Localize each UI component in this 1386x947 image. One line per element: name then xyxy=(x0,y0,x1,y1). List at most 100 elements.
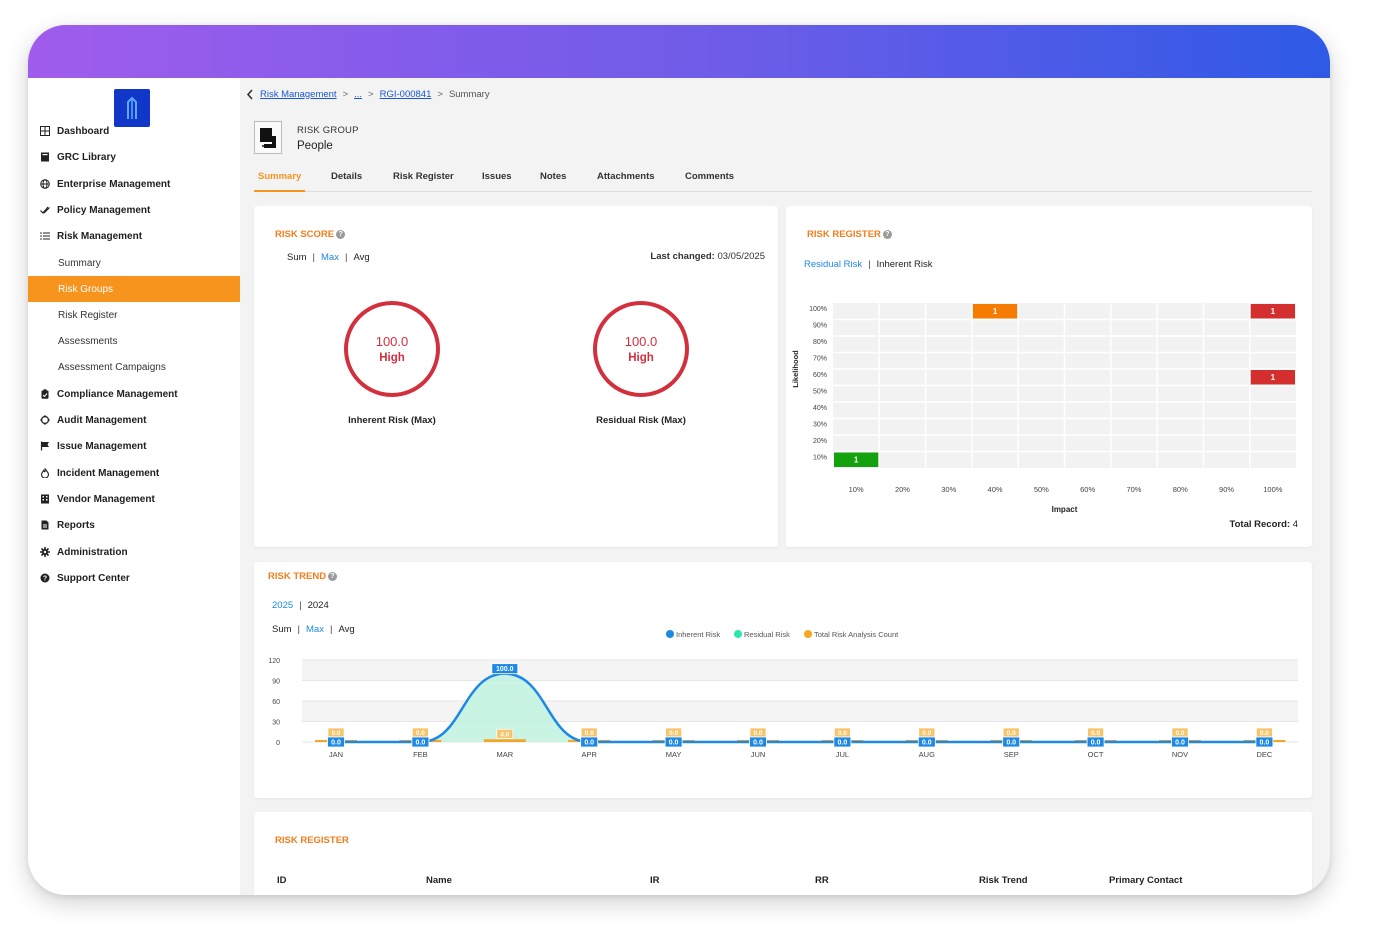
legend-label[interactable]: Inherent Risk xyxy=(676,630,720,639)
legend-label[interactable]: Residual Risk xyxy=(744,630,790,639)
agg-avg-option[interactable]: Avg xyxy=(353,252,370,263)
tab-risk-register[interactable]: Risk Register xyxy=(393,171,454,182)
x-tick-label: JUN xyxy=(751,750,766,759)
tab-summary[interactable]: Summary xyxy=(253,166,306,192)
help-icon: ? xyxy=(39,573,50,584)
tab-comments[interactable]: Comments xyxy=(685,171,735,182)
sidebar-item-assessments[interactable]: Assessments xyxy=(28,328,240,354)
sidebar-item-support-center[interactable]: ? Support Center xyxy=(28,565,240,591)
inherent-risk-option[interactable]: Inherent Risk xyxy=(876,259,933,270)
agg-max-option[interactable]: Max xyxy=(306,624,324,635)
last-changed-value: 03/05/2025 xyxy=(717,251,765,262)
risk-trend-title: RISK TREND ? xyxy=(268,571,338,582)
risk-group-icon xyxy=(254,121,282,154)
column-header-name[interactable]: Name xyxy=(426,875,452,886)
risk-trend-card: RISK TREND ? 2025 | 2024 Sum | Max | Avg… xyxy=(254,562,1312,798)
column-header-id[interactable]: ID xyxy=(277,875,287,886)
sidebar-item-assessment-campaigns[interactable]: Assessment Campaigns xyxy=(28,354,240,380)
tab-issues[interactable]: Issues xyxy=(482,171,512,182)
residual-risk-option[interactable]: Residual Risk xyxy=(804,259,863,270)
sidebar-item-label: Administration xyxy=(57,546,128,558)
app-logo[interactable] xyxy=(114,89,150,127)
sidebar-item-grc-library[interactable]: GRC Library xyxy=(28,144,240,170)
year-toggle: 2025 | 2024 xyxy=(272,600,329,611)
sidebar-item-enterprise-management[interactable]: Enterprise Management xyxy=(28,171,240,197)
inherent-data-label: 0.0 xyxy=(416,740,426,747)
heatmap-cell[interactable] xyxy=(1250,304,1295,319)
sidebar-item-label: Reports xyxy=(57,519,95,531)
last-changed-label: Last changed: xyxy=(650,251,715,262)
heatmap-cell[interactable] xyxy=(834,452,879,468)
residual-risk-gauge: 100.0 High xyxy=(593,301,689,397)
agg-avg-option[interactable]: Avg xyxy=(338,624,355,635)
legend-marker xyxy=(804,630,812,638)
sidebar-item-risk-register[interactable]: Risk Register xyxy=(28,302,240,328)
breadcrumb-ellipsis[interactable]: ... xyxy=(354,88,363,100)
sidebar-item-issue-management[interactable]: Issue Management xyxy=(28,433,240,459)
y-tick-label: 60% xyxy=(813,372,827,379)
count-data-label: 4.0 xyxy=(500,731,509,738)
breadcrumb: Risk Management > ... > RGI-000841 > Sum… xyxy=(240,86,490,102)
agg-sum-option[interactable]: Sum xyxy=(287,252,307,263)
count-data-label-bg xyxy=(496,728,514,739)
tab-notes[interactable]: Notes xyxy=(540,171,567,182)
column-header-risk-trend[interactable]: Risk Trend xyxy=(979,875,1028,886)
sidebar-item-summary[interactable]: Summary xyxy=(28,250,240,276)
year-2025-option[interactable]: 2025 xyxy=(272,600,294,611)
x-tick-label: 70% xyxy=(1126,485,1141,494)
sidebar-item-label: GRC Library xyxy=(57,151,116,163)
help-icon[interactable]: ? xyxy=(882,230,892,239)
column-header-rr[interactable]: RR xyxy=(815,875,829,886)
count-bar[interactable] xyxy=(483,739,526,742)
year-2024-option[interactable]: 2024 xyxy=(307,600,329,611)
app-window: Dashboard GRC Library Enterprise Managemen… xyxy=(28,25,1330,895)
tab-bar: Summary Details Risk Register Issues Not… xyxy=(253,166,1312,192)
column-header-primary-contact[interactable]: Primary Contact xyxy=(1109,875,1183,886)
y-tick-label: 90% xyxy=(813,323,827,330)
trend-aggregation-toggle: Sum | Max | Avg xyxy=(272,624,355,635)
document-icon xyxy=(39,520,50,531)
count-data-label: 0.0 xyxy=(416,730,425,737)
sidebar-item-risk-management[interactable]: Risk Management xyxy=(28,223,240,249)
agg-sum-option[interactable]: Sum xyxy=(272,624,292,635)
breadcrumb-record[interactable]: RGI-000841 xyxy=(379,88,432,100)
inherent-data-label: 0.0 xyxy=(922,740,932,747)
sidebar-item-reports[interactable]: Reports xyxy=(28,512,240,538)
sidebar-item-label: Risk Register xyxy=(58,309,118,321)
breadcrumb-risk-management[interactable]: Risk Management xyxy=(260,88,337,100)
inherent-data-label-bg xyxy=(327,736,345,748)
back-arrow-icon[interactable] xyxy=(240,88,260,100)
tab-details[interactable]: Details xyxy=(331,171,363,182)
sidebar-item-label: Audit Management xyxy=(57,414,147,426)
crosshair-icon xyxy=(39,415,50,426)
heatmap-cell[interactable] xyxy=(972,304,1018,319)
sidebar-item-risk-groups[interactable]: Risk Groups xyxy=(28,276,240,302)
column-header-ir[interactable]: IR xyxy=(650,875,660,886)
tab-attachments[interactable]: Attachments xyxy=(597,171,655,182)
legend-label[interactable]: Total Risk Analysis Count xyxy=(814,630,899,639)
help-icon[interactable]: ? xyxy=(336,230,346,239)
sidebar-item-vendor-management[interactable]: Vendor Management xyxy=(28,486,240,512)
sidebar-item-dashboard[interactable]: Dashboard xyxy=(28,118,240,144)
risk-register-table-title: RISK REGISTER xyxy=(275,835,349,846)
sidebar-item-policy-management[interactable]: Policy Management xyxy=(28,197,240,223)
sidebar-item-compliance-management[interactable]: Compliance Management xyxy=(28,381,240,407)
inherent-data-label-bg xyxy=(664,736,683,748)
sidebar-item-audit-management[interactable]: Audit Management xyxy=(28,407,240,433)
risk-score-title-text: RISK SCORE xyxy=(275,229,335,240)
sidebar-item-incident-management[interactable]: Incident Management xyxy=(28,460,240,486)
heatmap-cell[interactable] xyxy=(1250,370,1295,385)
risk-register-title-text: RISK REGISTER xyxy=(807,229,881,240)
building-icon xyxy=(39,494,50,505)
clipboard-icon xyxy=(39,389,50,400)
inherent-risk-gauge: 100.0 High xyxy=(344,301,440,397)
x-tick-label: DEC xyxy=(1256,750,1272,759)
breadcrumb-separator: > xyxy=(342,88,349,100)
gauge-level: High xyxy=(379,352,405,364)
agg-max-option[interactable]: Max xyxy=(321,252,339,263)
help-icon[interactable]: ? xyxy=(328,572,338,581)
x-tick-label: OCT xyxy=(1088,750,1104,759)
main-content: Risk Management > ... > RGI-000841 > Sum… xyxy=(240,78,1330,895)
sidebar-item-administration[interactable]: Administration xyxy=(28,539,240,565)
inherent-data-label-bg xyxy=(833,736,852,748)
